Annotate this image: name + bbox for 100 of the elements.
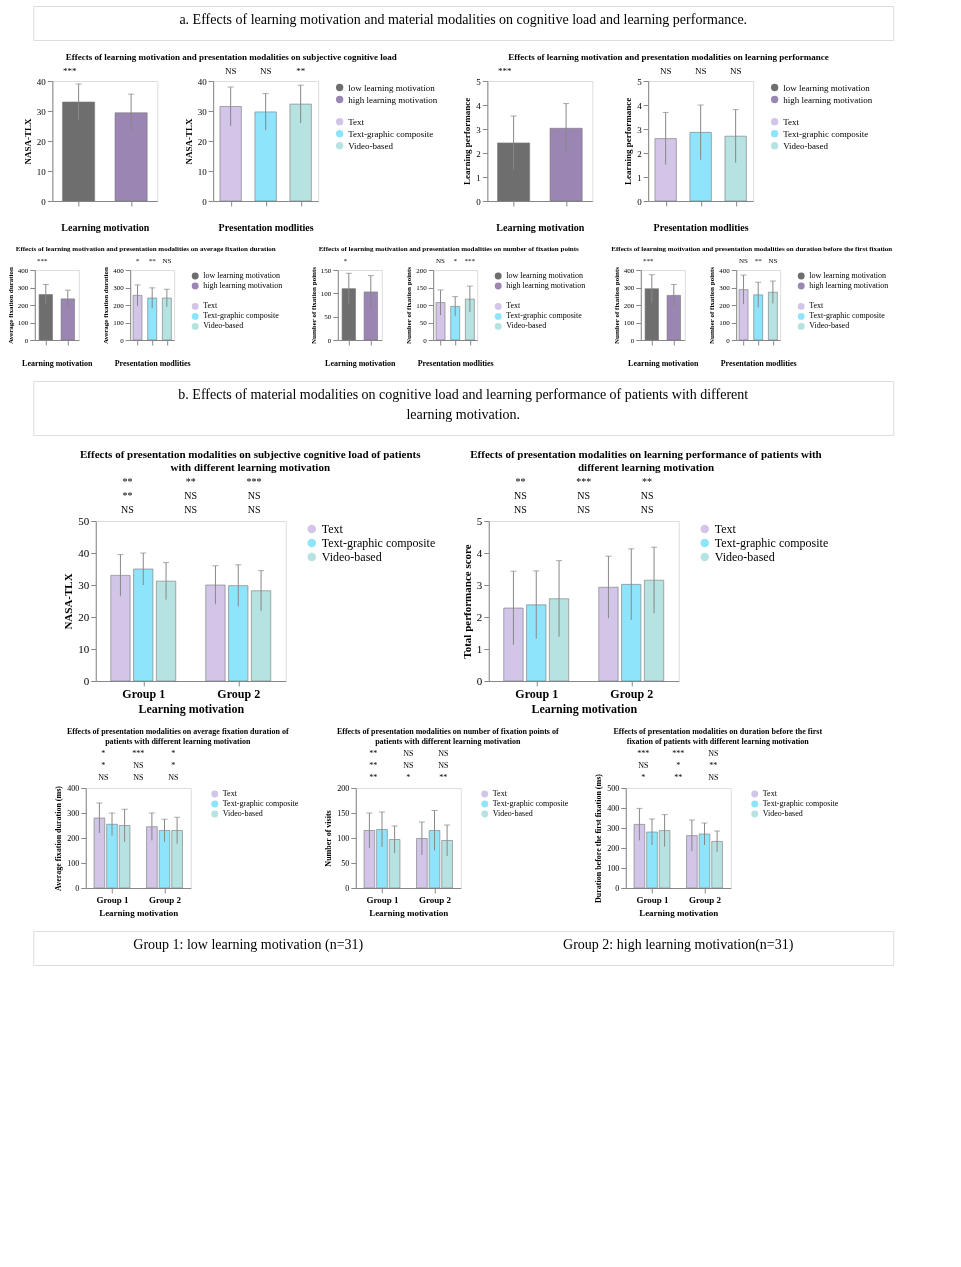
y-tick-label: 200	[607, 843, 620, 853]
x-axis-title: Presentation modlities	[720, 358, 797, 368]
y-tick-label: 1	[476, 172, 481, 183]
x-tick-label: Group 1	[122, 686, 166, 701]
y-tick-label: 5	[476, 514, 483, 527]
text: Group 2: high learning motivation(n=31)	[563, 937, 794, 953]
text: ***	[132, 749, 145, 758]
text: NS	[514, 504, 527, 515]
x-axis-title: Learning motivation	[138, 701, 245, 716]
y-tick-label: 10	[36, 166, 47, 177]
text: NS	[133, 761, 144, 770]
text: NS	[403, 761, 414, 770]
x-tick-label: Group 1	[366, 894, 400, 905]
legend-label: Text-graphic composite	[492, 799, 569, 808]
y-tick-label: 50	[341, 858, 350, 868]
y-tick-label: 0	[83, 674, 90, 687]
text: ***	[637, 749, 650, 758]
text: **	[369, 773, 378, 782]
text: **	[642, 476, 653, 487]
y-tick-label: 0	[476, 196, 482, 207]
legend-label: Video-based	[321, 550, 382, 564]
y-tick-label: 30	[197, 106, 208, 117]
text: **	[439, 773, 448, 782]
text: NS	[403, 749, 414, 758]
text: b. Effects of material modalities on cognitive load and learning performance of patients with different learning motivation.	[178, 387, 749, 422]
y-axis-title: NASA-TLX	[183, 118, 194, 165]
chart-title: Effects of presentation modalities on learning performance of patients with different learning motivation	[470, 447, 822, 473]
y-tick-label: 4	[637, 100, 643, 111]
legend-label: Text	[809, 301, 825, 311]
text: ***	[63, 65, 78, 76]
legend-label: Text-graphic composite	[203, 311, 280, 321]
y-tick-label: 50	[78, 514, 90, 527]
text: NS	[708, 773, 719, 782]
x-tick-label: Group 2	[148, 894, 182, 905]
legend-label: Video-based	[348, 140, 394, 151]
x-tick-label: Group 1	[636, 894, 670, 905]
y-tick-label: 4	[476, 546, 483, 559]
text: NS	[184, 504, 198, 515]
text: ***	[672, 749, 685, 758]
text: NS	[708, 749, 719, 758]
legend-label: Video-based	[762, 809, 803, 818]
text: NS	[184, 490, 198, 501]
y-tick-label: 20	[78, 610, 90, 623]
text: **	[122, 490, 133, 501]
legend-label: high learning motivation	[348, 94, 438, 105]
y-tick-label: 20	[197, 136, 208, 147]
legend-label: Text-graphic composite	[714, 536, 829, 550]
legend-label: Text	[714, 522, 737, 536]
text: **	[674, 773, 683, 782]
text: *	[171, 761, 176, 770]
text: NS	[729, 65, 742, 76]
text: **	[369, 761, 378, 770]
y-tick-label: 30	[36, 106, 47, 117]
legend-label: low learning motivation	[203, 271, 281, 280]
x-axis-title: Learning motivation	[369, 907, 449, 918]
y-axis-title: Duration before the first fixation (ms)	[594, 773, 604, 903]
x-tick-label: Group 2	[418, 894, 452, 905]
text: Effects of learning motivation and presentation modalities on learning performance	[508, 52, 829, 62]
text: ***	[498, 65, 513, 76]
text: NS	[638, 761, 649, 770]
text: **	[122, 476, 133, 487]
y-axis-title: NASA-TLX	[22, 118, 33, 165]
legend-label: Text-graphic composite	[783, 128, 869, 139]
y-axis-title: Number of visits	[324, 810, 334, 867]
legend-label: Text	[783, 116, 800, 127]
y-tick-label: 10	[78, 642, 90, 655]
text: **	[709, 761, 718, 770]
text: NS	[224, 65, 237, 76]
text: *	[101, 749, 106, 758]
text: NS	[259, 65, 272, 76]
legend-label: low learning motivation	[783, 82, 871, 93]
legend-label: Text	[321, 522, 344, 536]
legend-label: Text-graphic composite	[506, 311, 583, 321]
legend-label: Video-based	[222, 809, 263, 818]
text: NS	[659, 65, 672, 76]
text: NS	[694, 65, 707, 76]
text: NS	[640, 504, 654, 515]
text: NS	[577, 504, 591, 515]
x-axis-title: Learning motivation	[496, 221, 585, 233]
text: *	[101, 761, 106, 770]
text: NS	[133, 773, 144, 782]
legend-label: Text-graphic composite	[762, 799, 839, 808]
legend-label: Text	[203, 301, 219, 311]
legend-label: Text-graphic composite	[348, 128, 434, 139]
x-axis-title: Presentation modlities	[417, 358, 494, 368]
y-axis-title: Total performance score	[460, 544, 473, 659]
text: *	[641, 773, 646, 782]
y-tick-label: 500	[607, 783, 620, 793]
x-axis-title: Learning motivation	[99, 907, 179, 918]
legend-label: high learning motivation	[506, 281, 586, 290]
legend-label: high learning motivation	[783, 94, 873, 105]
legend-label: Text-graphic composite	[321, 536, 436, 550]
text: **	[369, 749, 378, 758]
text: **	[296, 65, 306, 76]
chart-title: Effects of presentation modalities on duration before the first fixation of patients with different learning motivation	[613, 726, 823, 746]
y-tick-label: 150	[337, 808, 350, 818]
chart-title: Effects of presentation modalities on number of fixation points of patients with different learning motivation	[336, 726, 559, 746]
text: ***	[576, 476, 592, 487]
legend-label: Video-based	[506, 321, 547, 331]
y-tick-label: 0	[41, 196, 47, 207]
